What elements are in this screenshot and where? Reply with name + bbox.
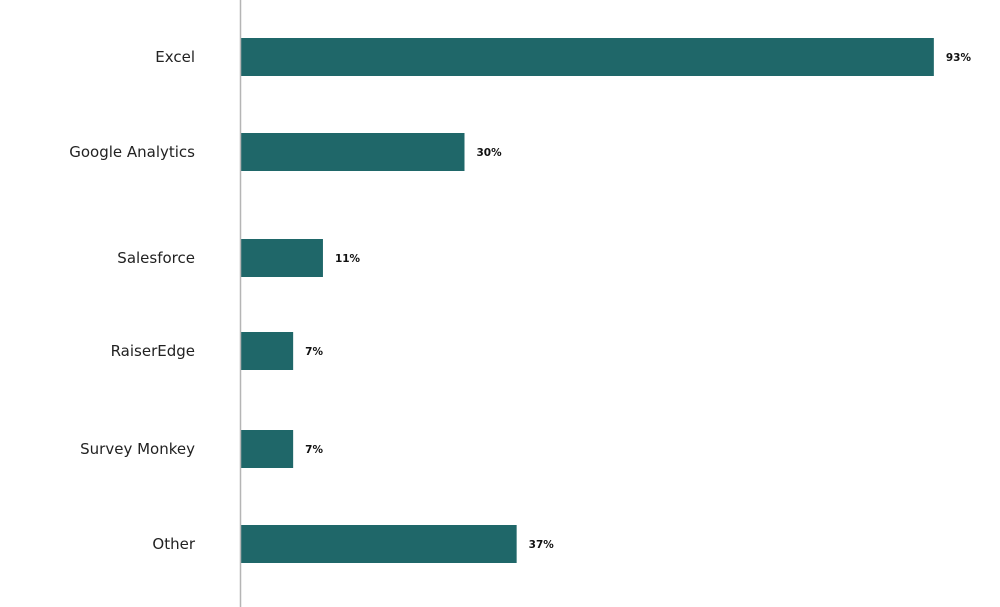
bar-survey-monkey [241,430,294,468]
bars-group [241,38,934,563]
bar-other [241,525,517,563]
value-labels-group: 93% 30% 11% 7% 7% 37% [305,52,971,551]
value-label-survey-monkey: 7% [305,444,323,456]
bar-google-analytics [241,133,465,171]
value-label-salesforce: 11% [335,253,361,265]
bar-raiseredge [241,332,294,370]
category-label-salesforce: Salesforce [117,249,195,267]
bar-excel [241,38,934,76]
bar-salesforce [241,239,323,277]
category-label-google-analytics: Google Analytics [69,143,195,161]
category-label-other: Other [152,535,195,553]
value-label-raiseredge: 7% [305,346,323,358]
value-label-other: 37% [529,539,555,551]
category-labels-group: Excel Google Analytics Salesforce RaiserEdg… [69,48,196,553]
value-label-excel: 93% [946,52,972,64]
value-label-google-analytics: 30% [477,147,503,159]
category-label-survey-monkey: Survey Monkey [80,440,195,458]
category-label-excel: Excel [155,48,195,66]
category-label-raiseredge: RaiserEdge [111,342,195,360]
